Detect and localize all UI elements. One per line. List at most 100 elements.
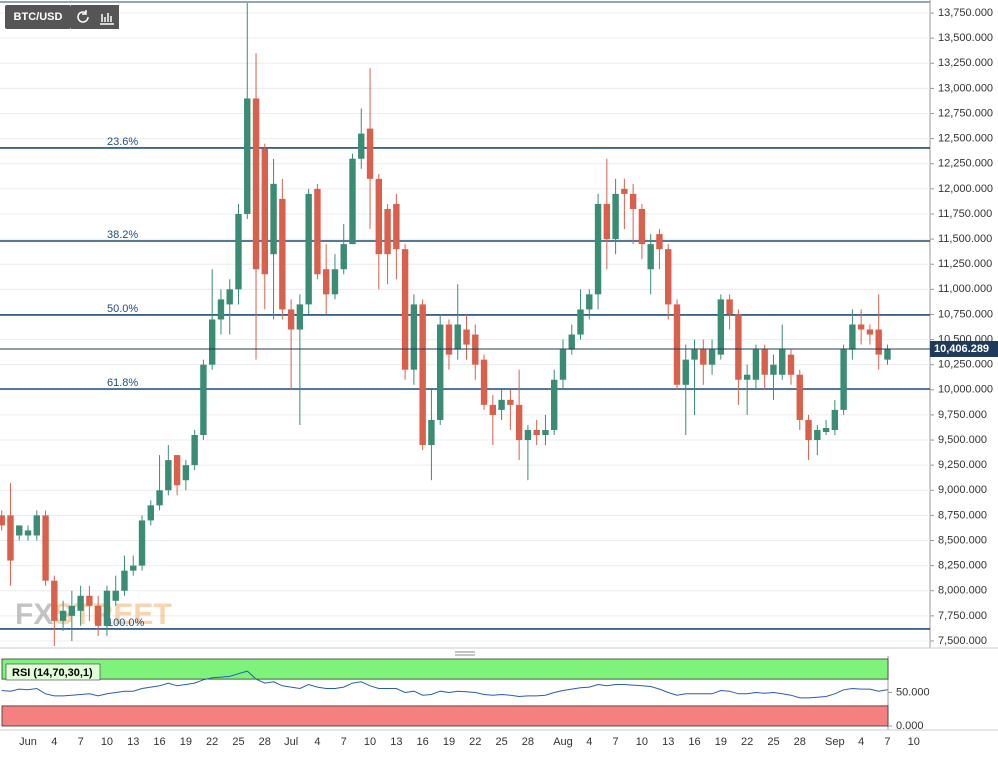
candle-body: [208, 319, 216, 365]
y-tick-label: 13,500.000: [938, 32, 993, 44]
candle-body: [358, 133, 365, 159]
y-tick-label: 9,000.000: [938, 484, 987, 496]
candle-body: [173, 455, 181, 486]
candle-body: [401, 249, 409, 370]
candle-body: [612, 193, 619, 240]
refresh-button[interactable]: [71, 5, 95, 29]
y-tick-label: 13,750.000: [938, 7, 993, 19]
candle-body: [603, 203, 611, 240]
panel-grip[interactable]: [455, 651, 475, 656]
candle-body: [577, 309, 584, 335]
y-tick-label: 12,500.000: [938, 133, 993, 145]
candle-body: [165, 460, 172, 491]
y-tick-label: 13,250.000: [938, 57, 993, 69]
y-tick-label: 7,750.000: [938, 610, 987, 622]
candle-body: [121, 570, 128, 591]
candle-body: [831, 409, 839, 430]
x-tick-label: 16: [688, 736, 700, 748]
candle-body: [445, 324, 453, 355]
x-tick-label: 7: [613, 736, 619, 748]
symbol-box[interactable]: [5, 5, 71, 29]
y-tick-label: 9,250.000: [938, 459, 987, 471]
candle-body: [498, 399, 505, 410]
chart-icon: [100, 13, 114, 25]
candle-body: [884, 348, 891, 360]
candle-body: [814, 429, 821, 441]
candle-body: [682, 359, 689, 385]
candle-body: [559, 349, 567, 380]
candle-body: [138, 520, 146, 566]
y-tick-label: 8,750.000: [938, 509, 987, 521]
y-tick-label: 0.000: [896, 720, 924, 732]
x-tick-label: 25: [232, 736, 244, 748]
y-tick-label: 50.000: [896, 686, 930, 698]
candle-body: [463, 329, 470, 345]
candle-body: [708, 349, 716, 365]
candle-body: [472, 334, 479, 365]
candle-body: [594, 203, 602, 295]
watermark: FXSTREET: [15, 598, 172, 631]
candle-body: [489, 404, 497, 415]
y-tick-label: 12,750.000: [938, 107, 993, 119]
candle-body: [68, 605, 76, 616]
watermark-prefix: FX: [15, 598, 53, 631]
candle-body: [840, 349, 847, 410]
candle-body: [375, 178, 383, 255]
candle-body: [437, 324, 444, 420]
candle-body: [270, 183, 277, 255]
x-tick-label: 4: [314, 736, 320, 748]
fib-label: 50.0%: [107, 303, 138, 315]
x-tick-label: 28: [522, 736, 534, 748]
candle-body: [86, 595, 93, 606]
x-tick-label: 7: [78, 736, 84, 748]
y-tick-label: 11,750.000: [938, 208, 992, 220]
x-tick-label: 19: [180, 736, 192, 748]
x-tick-label: 16: [153, 736, 165, 748]
y-tick-label: 12,000.000: [938, 183, 993, 195]
x-tick-label: 10: [364, 736, 376, 748]
candle-body: [340, 244, 347, 270]
candle-body: [322, 269, 330, 295]
y-tick-label: 8,000.000: [938, 585, 987, 597]
candle-body: [586, 294, 593, 310]
candle-body: [507, 399, 514, 405]
candle-body: [875, 329, 882, 355]
candle-body: [279, 198, 286, 310]
candle-body: [761, 349, 768, 375]
candle-body: [235, 213, 242, 290]
candle-body: [59, 610, 67, 621]
candle-body: [849, 324, 856, 350]
x-tick-label: 4: [51, 736, 57, 748]
candle-body: [779, 349, 786, 375]
candle-body: [866, 329, 874, 335]
candle-body: [428, 419, 435, 446]
candle-body: [226, 289, 233, 305]
y-tick-label: 9,750.000: [938, 409, 987, 421]
y-tick-label: 11,000.000: [938, 283, 992, 295]
candle-body: [331, 269, 339, 295]
x-tick-label: 25: [495, 736, 507, 748]
candle-body: [287, 309, 295, 330]
candle-body: [805, 419, 812, 441]
x-tick-label: 25: [767, 736, 779, 748]
x-tick-label: 4: [586, 736, 592, 748]
candle-body: [366, 128, 374, 179]
candle-body: [796, 374, 803, 420]
y-tick-label: 11,250.000: [938, 258, 992, 270]
x-tick-label: 16: [417, 736, 429, 748]
chart-type-button[interactable]: [95, 5, 119, 29]
candle-body: [94, 605, 102, 626]
x-tick-label: 10: [636, 736, 648, 748]
y-tick-label: 10,750.000: [938, 308, 993, 320]
fib-label: 38.2%: [107, 229, 138, 241]
candle-body: [752, 349, 760, 380]
toolbar: BTC/USD: [5, 5, 119, 29]
candle-body: [454, 324, 461, 350]
refresh-icon: [77, 10, 89, 23]
candle-body: [33, 515, 40, 536]
y-tick-label: 13,000.000: [938, 82, 993, 94]
candle-body: [419, 304, 426, 446]
candle-body: [393, 203, 400, 250]
candle-body: [515, 404, 523, 441]
fib-label: 100.0%: [107, 617, 145, 629]
